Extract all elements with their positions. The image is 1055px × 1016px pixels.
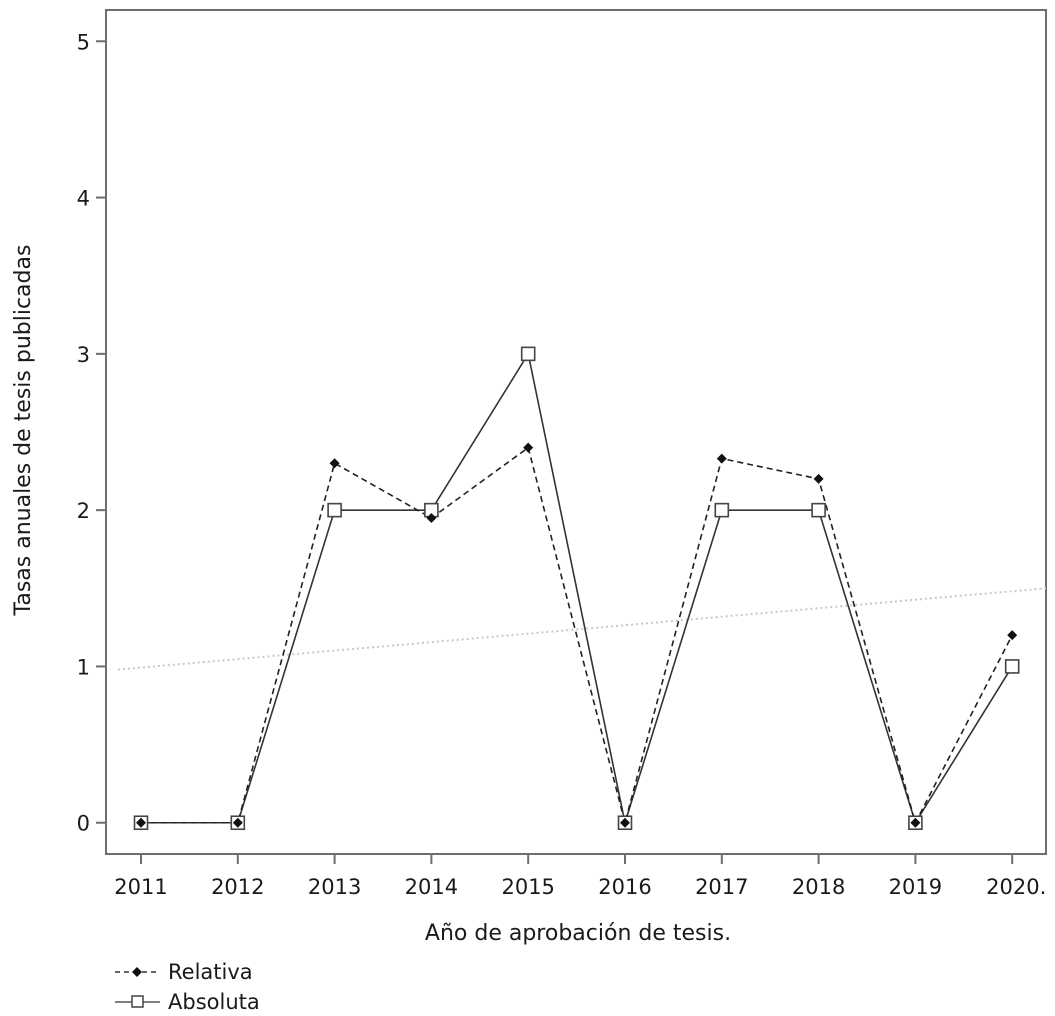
trend-line-layer — [117, 587, 1047, 671]
x-tick-label-8: 2019 — [889, 875, 942, 899]
x-tick-label-6: 2017 — [695, 875, 748, 899]
x-tick-label-3: 2014 — [405, 875, 458, 899]
x-axis-title: Año de aprobación de tesis. — [425, 921, 731, 946]
trend-line — [117, 587, 1047, 671]
point-relativa-6 — [716, 453, 727, 464]
y-tick-label-5: 5 — [77, 30, 90, 54]
point-absoluta-6 — [714, 502, 730, 518]
point-relativa-1 — [232, 817, 243, 828]
series-layer — [133, 346, 1020, 831]
y-tick-label-4: 4 — [77, 187, 90, 211]
point-relativa-8 — [910, 817, 921, 828]
point-absoluta-9 — [1004, 659, 1020, 674]
point-absoluta-2 — [327, 502, 342, 518]
series-line-absoluta — [141, 351, 1013, 825]
legend-swatch-relativa-marker — [132, 967, 142, 977]
point-relativa-9 — [1007, 630, 1018, 641]
x-tick-label-9: 2020. — [986, 875, 1046, 899]
point-absoluta-7 — [811, 502, 826, 518]
y-tick-label-3: 3 — [77, 343, 90, 367]
legend-swatch-absoluta-marker — [131, 995, 144, 1008]
x-tick-label-7: 2018 — [792, 875, 845, 899]
y-tick-label-2: 2 — [77, 499, 90, 523]
x-axis: 2011 2012 2013 2014 2015 2016 2017 2018 2019 2020… — [114, 854, 1046, 899]
series-line-relativa — [141, 446, 1013, 826]
y-tick-label-0: 0 — [77, 812, 90, 836]
legend-item-relativa: Relativa — [115, 960, 253, 984]
point-relativa-3 — [426, 512, 437, 523]
y-axis-title: Tasas anuales de tesis publicadas — [11, 245, 36, 617]
x-tick-label-1: 2012 — [211, 875, 264, 899]
y-axis: 0 1 2 3 4 5 — [77, 30, 106, 836]
point-relativa-4 — [523, 442, 534, 453]
legend-label-absoluta: Absoluta — [168, 990, 260, 1014]
x-tick-label-4: 2015 — [501, 875, 554, 899]
point-relativa-7 — [813, 473, 824, 484]
plot-frame — [105, 9, 1047, 855]
x-tick-label-2: 2013 — [308, 875, 361, 899]
point-relativa-0 — [136, 817, 146, 828]
point-relativa-5 — [620, 817, 630, 828]
point-absoluta-4 — [520, 346, 536, 362]
legend-label-relativa: Relativa — [168, 960, 253, 984]
x-tick-label-0: 2011 — [114, 875, 167, 899]
legend: Relativa Absoluta — [115, 960, 260, 1014]
point-relativa-2 — [329, 458, 340, 469]
legend-item-absoluta: Absoluta — [115, 990, 260, 1014]
y-tick-label-1: 1 — [77, 655, 90, 679]
x-tick-label-5: 2016 — [598, 875, 651, 899]
